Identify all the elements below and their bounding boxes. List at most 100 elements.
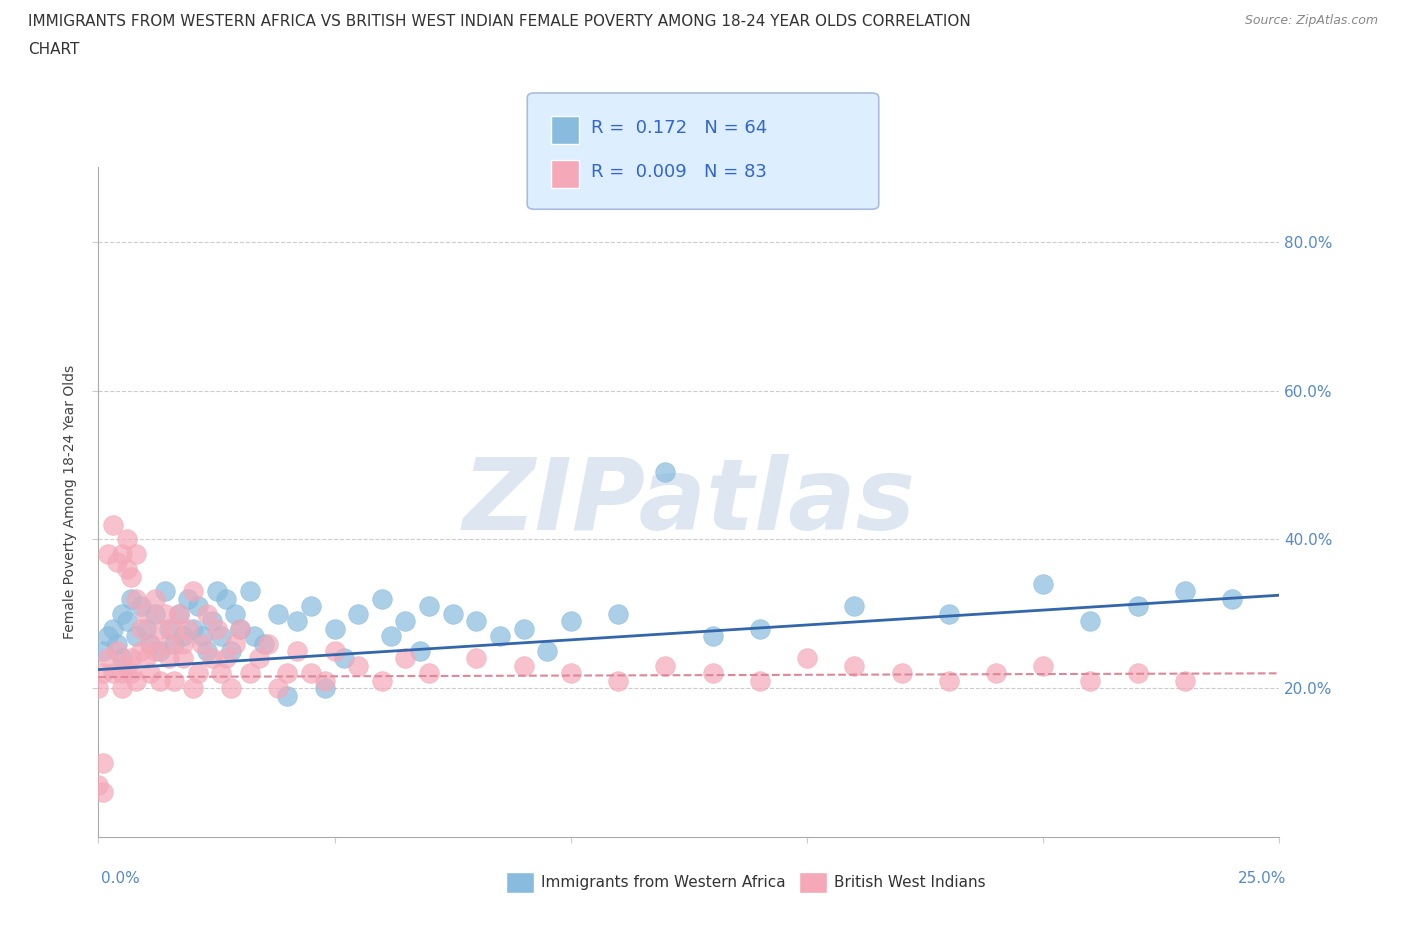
Point (1032, 658, 1054, 673)
Point (163, 636, 186, 651)
Point (702, 629, 724, 644)
Point (229, 621, 252, 636)
Point (157, 621, 180, 636)
Point (195, 606, 218, 621)
Point (172, 636, 194, 651)
Point (536, 644, 558, 658)
Point (129, 599, 152, 614)
Point (285, 644, 308, 658)
Point (91, 644, 114, 658)
Point (229, 621, 252, 636)
Point (1126, 599, 1149, 614)
Text: IMMIGRANTS FROM WESTERN AFRICA VS BRITISH WEST INDIAN FEMALE POVERTY AMONG 18-24: IMMIGRANTS FROM WESTERN AFRICA VS BRITIS… (28, 14, 972, 29)
Point (314, 673, 336, 688)
Point (129, 621, 152, 636)
Point (135, 621, 157, 636)
Point (267, 681, 290, 696)
Point (191, 629, 214, 644)
Text: Immigrants from Western Africa: Immigrants from Western Africa (541, 875, 786, 890)
Point (205, 584, 228, 599)
Point (465, 614, 488, 629)
Point (984, 666, 1007, 681)
Point (135, 606, 157, 621)
Point (239, 584, 262, 599)
Point (489, 629, 512, 644)
Point (257, 636, 280, 651)
Point (1220, 591, 1243, 606)
Point (143, 606, 166, 621)
Point (149, 644, 172, 658)
Point (97, 629, 120, 644)
Point (243, 629, 266, 644)
Point (267, 606, 290, 621)
Point (253, 636, 276, 651)
Point (323, 644, 346, 658)
Point (91, 666, 114, 681)
Point (111, 651, 134, 666)
Point (181, 584, 204, 599)
Point (890, 666, 912, 681)
Point (323, 621, 346, 636)
Text: CHART: CHART (28, 42, 80, 57)
Point (654, 465, 676, 480)
Point (105, 554, 128, 569)
Point (219, 644, 242, 658)
Point (87, 777, 110, 792)
Point (371, 591, 394, 606)
Point (163, 673, 186, 688)
Point (195, 644, 218, 658)
Point (115, 658, 138, 673)
Point (121, 569, 143, 584)
Point (1174, 584, 1197, 599)
Point (418, 599, 440, 614)
Point (111, 681, 134, 696)
Point (276, 666, 298, 681)
Point (187, 666, 209, 681)
Point (125, 629, 148, 644)
Point (408, 644, 430, 658)
Point (157, 636, 180, 651)
Point (1080, 673, 1102, 688)
Text: Source: ZipAtlas.com: Source: ZipAtlas.com (1244, 14, 1378, 27)
Point (87, 681, 110, 696)
Point (1126, 666, 1149, 681)
Point (181, 621, 204, 636)
Point (177, 621, 200, 636)
Point (105, 644, 128, 658)
Point (105, 636, 128, 651)
Point (201, 614, 224, 629)
Point (465, 651, 488, 666)
Point (181, 681, 204, 696)
Point (115, 532, 138, 547)
Point (224, 606, 246, 621)
Point (91, 785, 114, 800)
Point (125, 673, 148, 688)
Point (167, 606, 190, 621)
Point (247, 651, 270, 666)
Point (121, 666, 143, 681)
Point (224, 636, 246, 651)
Point (215, 651, 238, 666)
Point (239, 666, 262, 681)
Point (347, 606, 370, 621)
Point (101, 517, 124, 532)
Point (1032, 577, 1054, 591)
Point (654, 658, 676, 673)
Y-axis label: Female Poverty Among 18-24 Year Olds: Female Poverty Among 18-24 Year Olds (63, 365, 77, 639)
Point (167, 606, 190, 621)
Point (938, 673, 960, 688)
Point (512, 658, 534, 673)
Point (187, 599, 209, 614)
Point (111, 547, 134, 562)
Text: 25.0%: 25.0% (1239, 871, 1286, 886)
Point (333, 651, 356, 666)
Point (149, 621, 172, 636)
Point (153, 584, 176, 599)
Point (607, 606, 630, 621)
Point (143, 644, 166, 658)
Point (560, 614, 582, 629)
Point (394, 614, 416, 629)
Point (299, 599, 322, 614)
Point (163, 621, 186, 636)
Point (172, 651, 194, 666)
